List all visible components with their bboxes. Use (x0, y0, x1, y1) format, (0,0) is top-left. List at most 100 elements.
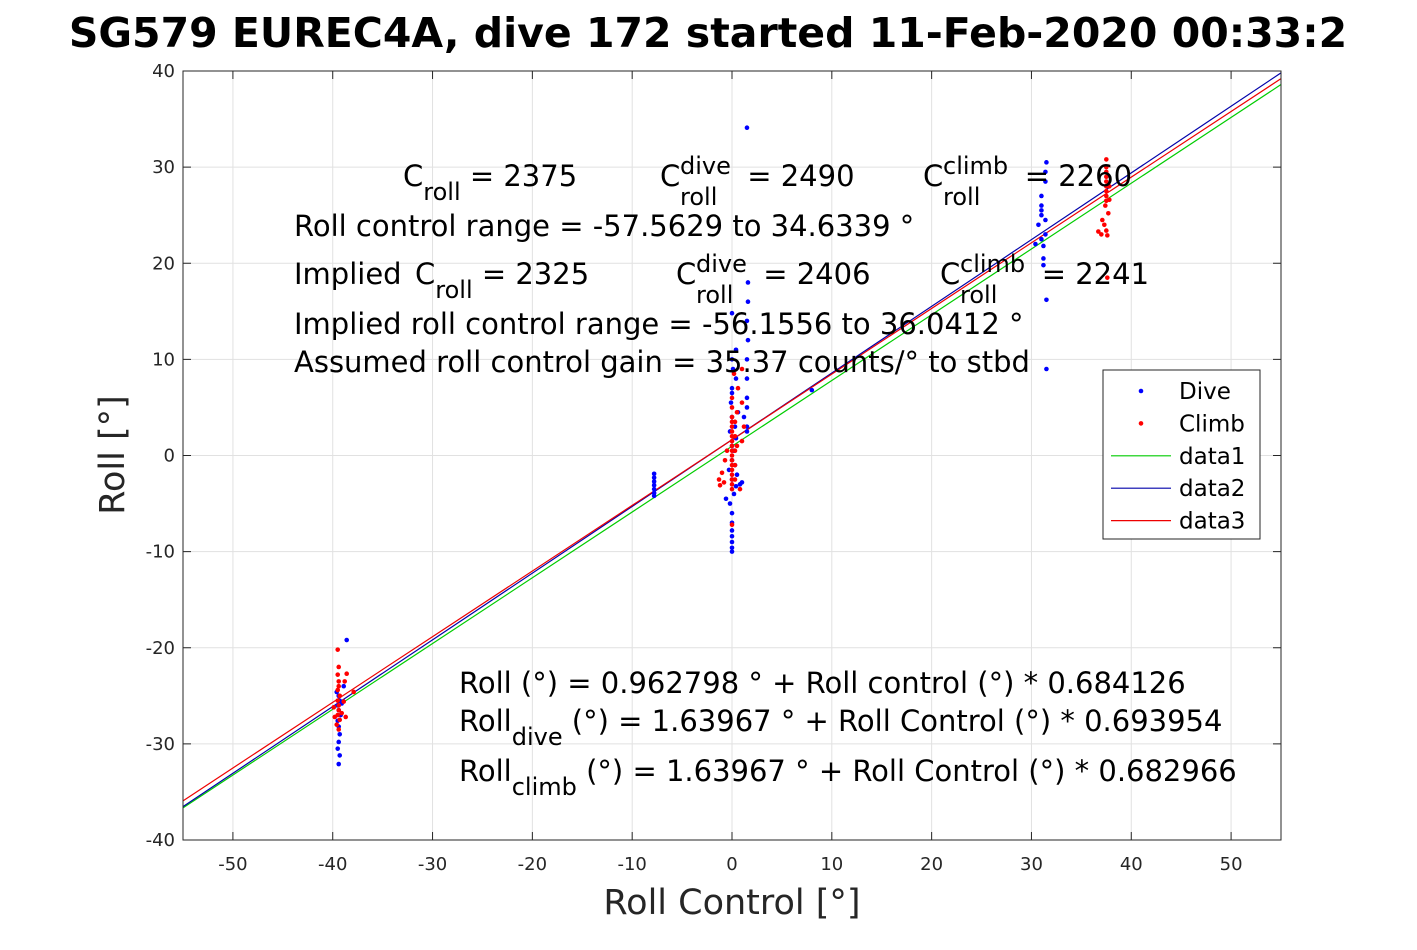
climb-point (739, 438, 745, 444)
x-axis-label: Roll Control [°] (603, 883, 860, 923)
axis-ticks: -50 -40 -30 -20 -10 0 10 20 30 40 50 -40 -30 -20 -10 0 1… (146, 61, 1281, 875)
annotation-eq-climb: Rollclimb (°) = 1.63967 ° + Roll Control… (459, 754, 1237, 801)
dive-point (1041, 243, 1046, 249)
annotations: Croll = 2375 Cdive roll = 2490 Cclimb roll =… (294, 152, 1237, 801)
dive-point (734, 472, 740, 478)
climb-point (344, 671, 350, 677)
y-tick-label: 0 (164, 446, 175, 467)
annotation-croll-dive: Cdive roll = 2490 (660, 152, 855, 211)
y-tick-label: -40 (146, 830, 175, 851)
x-tick-label: 10 (820, 854, 843, 875)
climb-point (717, 482, 723, 488)
y-tick-label: -10 (146, 542, 175, 563)
dive-point (744, 405, 750, 410)
dive-point (729, 539, 735, 545)
climb-point (729, 395, 735, 401)
y-tick-label: -30 (146, 734, 175, 755)
climb-point (335, 672, 341, 677)
climb-point (1104, 174, 1109, 180)
dive-point (729, 533, 735, 539)
climb-point (729, 438, 735, 444)
y-tick-label: 10 (152, 349, 175, 370)
climb-point (1105, 275, 1110, 280)
climb-point (336, 664, 342, 670)
dive-point (1044, 160, 1049, 165)
dive-point (739, 480, 745, 485)
y-tick-label: 30 (152, 157, 175, 178)
annotation-implied-dive: Cdive roll = 2406 (676, 250, 871, 309)
dive-point (733, 347, 739, 353)
climb-point (1105, 233, 1110, 238)
dive-point (729, 545, 735, 551)
climb-point (1104, 157, 1109, 162)
dive-point (745, 280, 751, 285)
x-tick-label: 0 (726, 854, 737, 875)
climb-point (1104, 188, 1109, 194)
climb-point (342, 679, 348, 684)
climb-point (1099, 232, 1104, 237)
climb-point (335, 698, 341, 703)
dive-point (1036, 222, 1041, 228)
dive-point (728, 400, 734, 405)
dive-point (651, 475, 657, 480)
dive-point (651, 486, 657, 492)
climb-point (335, 647, 341, 652)
dive-point (741, 414, 747, 420)
annotation-gain: Assumed roll control gain = 35.37 counts… (294, 345, 1030, 379)
climb-point (336, 683, 342, 689)
dive-point (727, 501, 733, 506)
climb-point (1102, 222, 1107, 228)
dive-point (809, 387, 815, 393)
x-tick-label: 50 (1220, 854, 1243, 875)
climb-point (351, 689, 356, 695)
dive-point (729, 549, 735, 554)
climb-point (334, 722, 340, 727)
y-tick-label: -20 (146, 638, 175, 659)
climb-point (336, 727, 342, 732)
dive-point (744, 395, 750, 401)
climb-point (721, 480, 727, 485)
climb-point (729, 429, 735, 434)
dive-point (1033, 241, 1038, 247)
dive-point (344, 637, 350, 643)
climb-point (336, 679, 342, 684)
legend-marker (1138, 388, 1144, 394)
climb-point (729, 522, 735, 528)
climb-point (339, 710, 345, 716)
climb-point (1104, 228, 1109, 233)
dive-point (730, 366, 736, 372)
legend-label: data2 (1179, 476, 1245, 502)
climb-point (722, 458, 728, 463)
climb-point (1096, 229, 1101, 234)
climb-point (337, 717, 343, 723)
climb-point (729, 486, 735, 492)
climb-point (1104, 179, 1109, 184)
dive-point (744, 125, 750, 131)
climb-point (729, 405, 735, 410)
dive-point (729, 528, 735, 533)
climb-point (1104, 193, 1109, 199)
dive-point (1041, 262, 1046, 268)
dive-point (1043, 232, 1048, 237)
dive-point (744, 357, 750, 362)
chart-title: SG579 EUREC4A, dive 172 started 11-Feb-2… (69, 9, 1347, 57)
x-tick-label: 20 (920, 854, 943, 875)
climb-point (731, 371, 737, 377)
dive-point (1039, 208, 1044, 213)
climb-point (729, 424, 735, 429)
dive-point (1044, 297, 1049, 303)
climb-point (1100, 217, 1105, 223)
dive-point (723, 496, 729, 502)
climb-point (335, 687, 341, 693)
dive-point (729, 510, 735, 516)
dive-point (1043, 217, 1048, 223)
climb-point (1106, 210, 1111, 216)
climb-point (739, 400, 745, 405)
dive-point (731, 491, 737, 497)
climb-point (729, 482, 735, 487)
annotation-eq-dive: Rolldive (°) = 1.63967 ° + Roll Control … (459, 704, 1222, 751)
dive-point (744, 318, 750, 324)
dive-point (729, 310, 735, 316)
dive-point (651, 471, 657, 477)
